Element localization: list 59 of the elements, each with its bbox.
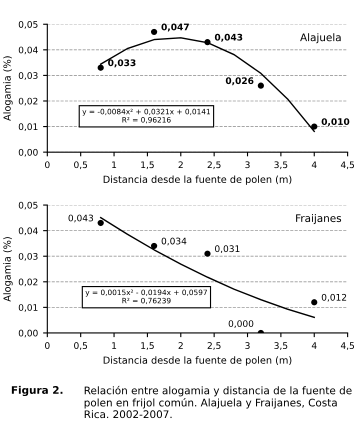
x-tick-label: 1 — [112, 342, 116, 349]
data-label: 0,031 — [215, 245, 240, 254]
point — [98, 220, 104, 226]
y-tick-label: 0,05 — [18, 20, 38, 29]
x-tick-label: 0 — [45, 161, 50, 168]
x-tick-label: 2 — [178, 342, 183, 349]
point — [98, 64, 104, 71]
data-label: 0,010 — [322, 118, 350, 126]
x-tick-label: 2 — [178, 161, 183, 168]
point — [311, 123, 318, 130]
data-label: 0,047 — [161, 24, 189, 32]
x-tick-label: 0,5 — [74, 342, 88, 350]
y-tick-label: 0,02 — [18, 98, 38, 106]
point — [204, 39, 211, 46]
y-axis-title: Alogamia (%) — [3, 237, 13, 302]
y-tick-label: 0,03 — [18, 72, 38, 80]
annotation: Fraijanes — [296, 214, 342, 224]
y-tick-label: 0,01 — [18, 304, 38, 312]
y-axis-title: Alogamia (%) — [3, 56, 13, 121]
x-tick-label: 4,5 — [340, 161, 354, 170]
data-label: 0,012 — [322, 294, 346, 302]
point — [204, 250, 211, 257]
x-tick-label: 2,5 — [208, 342, 221, 350]
x-tick-label: 1 — [112, 161, 116, 168]
x-axis-title: Distancia desde la fuente de polen (m) — [104, 175, 292, 185]
x-tick-label: 0 — [45, 342, 50, 349]
x-tick-label: 1,5 — [141, 342, 154, 350]
y-tick-label: 0,03 — [18, 252, 38, 261]
x-tick-label: 4,5 — [340, 342, 354, 350]
x-tick-label: 3 — [245, 161, 250, 168]
y-tick-label: 0,02 — [18, 278, 38, 286]
y-tick-label: 0,01 — [18, 123, 38, 132]
x-tick-label: 3,5 — [274, 161, 288, 170]
point — [311, 299, 318, 306]
text: Figura 2. — [12, 386, 62, 396]
data-label: 0,034 — [162, 238, 186, 246]
x-tick-label: 4 — [312, 161, 317, 168]
data-label: 0,043 — [68, 214, 94, 222]
y-tick-label: 0,04 — [18, 227, 38, 236]
x-tick-label: 1,5 — [141, 161, 154, 170]
data-label: 0,033 — [108, 59, 136, 68]
data-label: 0,000 — [228, 320, 254, 328]
x-axis-title: Distancia desde la fuente de polen (m) — [104, 356, 292, 366]
x-tick-label: 4 — [312, 342, 317, 349]
data-label: 0,043 — [214, 34, 242, 42]
y-tick-label: 0,00 — [18, 330, 38, 338]
y-tick-label: 0,00 — [18, 148, 38, 157]
y-tick-label: 0,04 — [18, 46, 38, 54]
point — [150, 242, 158, 250]
x-tick-label: 2,5 — [208, 161, 221, 170]
x-tick-label: 3 — [245, 342, 250, 349]
x-tick-label: 0,5 — [74, 161, 88, 170]
annotation: Alajuela — [300, 33, 341, 44]
point — [150, 28, 158, 36]
point — [258, 82, 264, 89]
text: Relación entre alogamia y distancia de la fuente de polen en frijol común. Alajuela y Fraijanes, Costa Rica. 2002-2007. — [84, 386, 352, 418]
data-label: 0,026 — [226, 77, 254, 86]
y-tick-label: 0,05 — [18, 202, 38, 210]
x-tick-label: 3,5 — [274, 342, 288, 350]
